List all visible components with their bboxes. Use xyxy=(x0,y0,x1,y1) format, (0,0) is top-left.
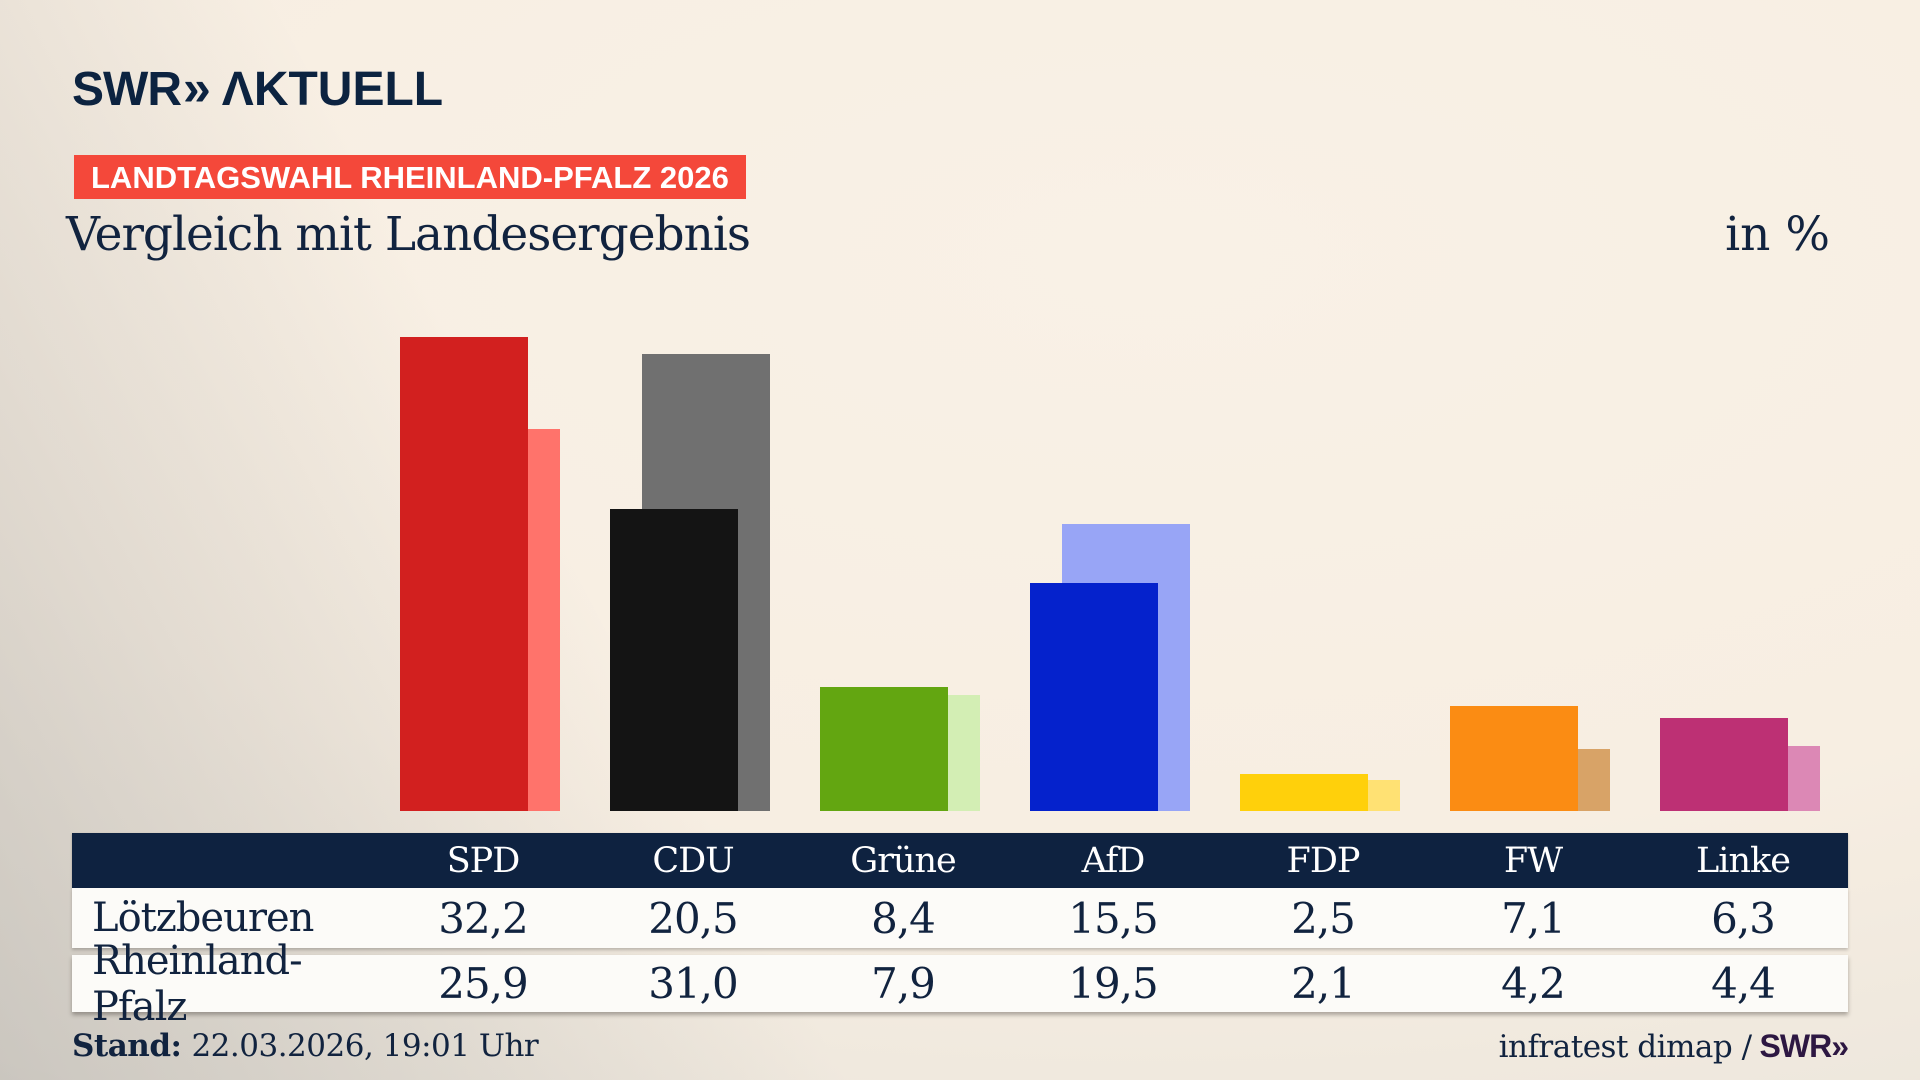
value-grüne: 7,9 xyxy=(871,959,936,1008)
value-fw: 4,2 xyxy=(1501,959,1566,1008)
row-label: Rheinland-Pfalz xyxy=(92,937,303,1030)
value-fw: 7,1 xyxy=(1501,893,1566,943)
value-linke: 6,3 xyxy=(1711,893,1776,943)
logo-chevron-icon: » xyxy=(182,60,211,116)
value-fdp: 2,5 xyxy=(1291,893,1356,943)
column-header-fdp: FDP xyxy=(1286,840,1361,881)
bar-afd-lötzbeuren xyxy=(1030,582,1158,811)
value-cdu: 20,5 xyxy=(648,893,739,943)
timestamp-value: 22.03.2026, 19:01 Uhr xyxy=(191,1028,539,1064)
column-header-afd: AfD xyxy=(1081,840,1146,881)
column-header-linke: Linke xyxy=(1696,840,1791,881)
bar-cdu-lötzbeuren xyxy=(610,509,738,811)
table-row-loetzbeuren: Lötzbeuren 32,2 20,5 8,4 15,5 2,5 7,1 6,3 xyxy=(72,888,1848,948)
value-grüne: 8,4 xyxy=(871,893,936,943)
column-header-grüne: Grüne xyxy=(850,840,957,881)
column-header-cdu: CDU xyxy=(652,840,734,881)
table-header-row: SPD CDU Grüne AfD FDP FW Linke xyxy=(72,833,1848,888)
value-cdu: 31,0 xyxy=(648,959,739,1008)
value-afd: 19,5 xyxy=(1068,959,1159,1008)
value-spd: 25,9 xyxy=(438,959,529,1008)
value-afd: 15,5 xyxy=(1068,893,1159,943)
unit-label: in % xyxy=(1725,207,1830,262)
column-header-fw: FW xyxy=(1503,840,1563,881)
table-row-rheinland-pfalz: Rheinland-Pfalz 25,9 31,0 7,9 19,5 2,1 4,2 4,4 xyxy=(72,938,1848,1030)
logo-aktuell-text: ΛKTUELL xyxy=(221,63,444,116)
election-badge: LANDTAGSWAHL RHEINLAND-PFALZ 2026 xyxy=(74,155,746,199)
row-label: Lötzbeuren xyxy=(92,895,314,941)
bar-fw-lötzbeuren xyxy=(1450,706,1578,811)
source-text: infratest dimap / xyxy=(1498,1029,1752,1065)
value-linke: 4,4 xyxy=(1711,959,1776,1008)
bar-linke-lötzbeuren xyxy=(1660,718,1788,811)
chart-title: Vergleich mit Landesergebnis xyxy=(66,207,751,262)
timestamp-label: Stand: xyxy=(72,1028,182,1064)
source-attribution: infratest dimap / SWR» xyxy=(1498,1028,1849,1065)
column-header-spd: SPD xyxy=(446,840,521,881)
swr-footer-logo: SWR» xyxy=(1759,1028,1849,1064)
timestamp: Stand: 22.03.2026, 19:01 Uhr xyxy=(72,1028,539,1064)
value-fdp: 2,1 xyxy=(1291,959,1356,1008)
value-spd: 32,2 xyxy=(438,893,529,943)
bar-spd-lötzbeuren xyxy=(400,336,528,811)
bar-fdp-lötzbeuren xyxy=(1240,774,1368,811)
logo-swr-text: SWR xyxy=(72,63,182,116)
bar-grüne-lötzbeuren xyxy=(820,687,948,811)
swr-aktuell-logo: SWR» ΛKTUELL xyxy=(72,63,444,116)
